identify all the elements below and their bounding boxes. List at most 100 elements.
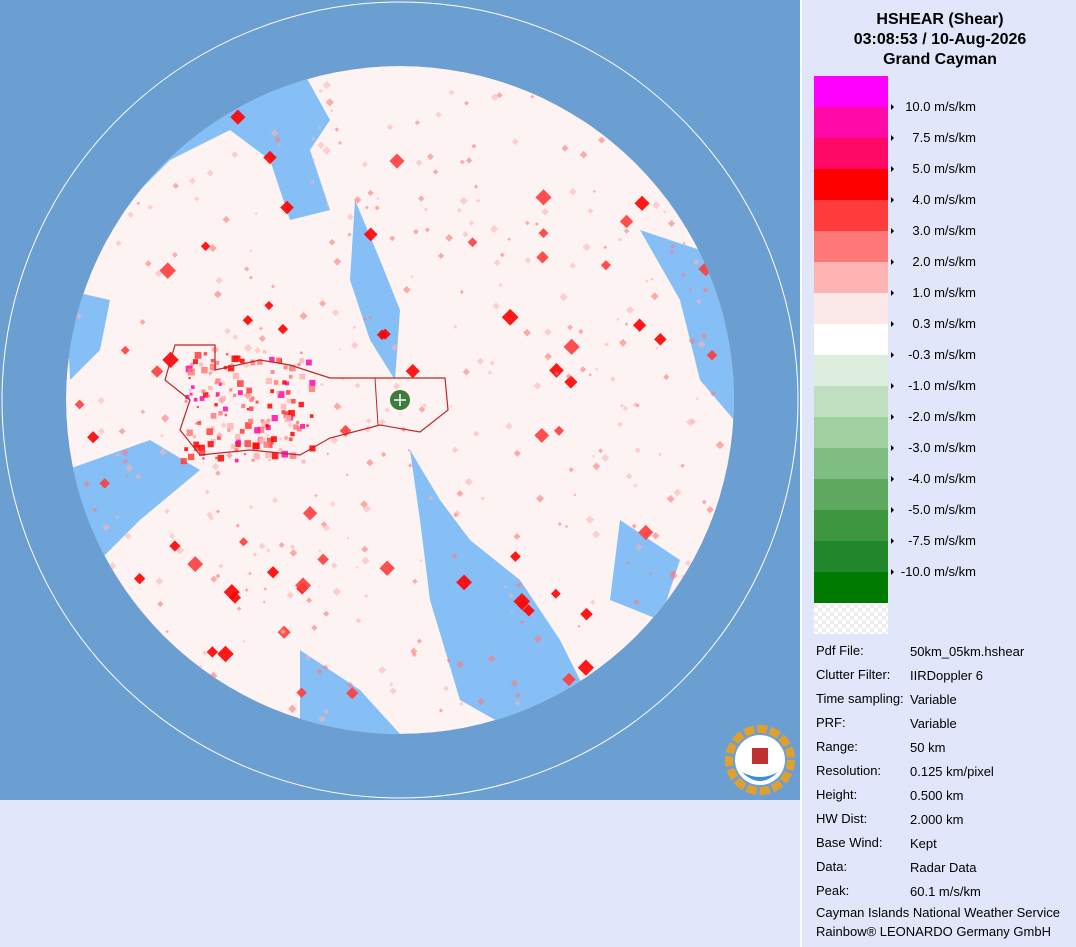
echo (262, 350, 267, 354)
echo (550, 588, 561, 599)
echo (437, 252, 445, 259)
info-label: HW Dist: (816, 811, 868, 826)
echo (83, 480, 90, 488)
legend-tick (891, 166, 894, 172)
echo (115, 514, 120, 520)
echo (276, 357, 281, 363)
echo (594, 367, 599, 371)
echo (386, 124, 394, 131)
echo (338, 348, 342, 351)
echo (476, 357, 484, 365)
echo (246, 387, 253, 394)
info-label: PRF: (816, 715, 846, 730)
echo (265, 377, 273, 385)
echo (338, 406, 343, 410)
echo (300, 351, 303, 354)
echo (277, 143, 282, 147)
info-label: Clutter Filter: (816, 667, 891, 682)
echo (268, 444, 273, 448)
product-datetime: 03:08:53 / 10-Aug-2026 (853, 31, 1027, 48)
echo (490, 93, 499, 102)
echo (193, 441, 200, 448)
echo (407, 448, 411, 452)
echo (523, 604, 535, 617)
echo (293, 424, 299, 430)
legend-nodata-swatch (814, 603, 888, 634)
legend-tick (891, 228, 894, 234)
echo (480, 496, 485, 501)
echo (535, 189, 552, 206)
echo (289, 364, 296, 372)
echo (451, 446, 459, 454)
echo (259, 326, 263, 331)
echo (296, 420, 300, 424)
echo (695, 397, 699, 401)
echo (309, 414, 314, 418)
echo (266, 437, 274, 445)
echo (215, 394, 219, 397)
echo (569, 262, 576, 269)
info-value: Kept (910, 836, 937, 851)
echo (296, 687, 307, 698)
echo (215, 392, 220, 396)
range-ring (1, 1, 799, 799)
echo (323, 610, 330, 617)
echo (242, 639, 246, 643)
echo (633, 599, 640, 606)
echo (464, 477, 474, 486)
legend-tick (891, 135, 894, 141)
echo (513, 593, 531, 610)
echo (255, 400, 259, 404)
legend-swatch (814, 479, 888, 510)
echo (333, 402, 342, 411)
echo (210, 413, 217, 419)
echo (241, 403, 246, 408)
echo (378, 418, 386, 426)
echo (184, 447, 189, 452)
echo (706, 349, 718, 361)
echo (215, 276, 223, 285)
echo (579, 366, 587, 373)
echo (456, 574, 472, 591)
echo (297, 363, 301, 367)
echo (310, 180, 315, 185)
echo (459, 159, 465, 165)
echo (224, 327, 231, 335)
info-label: Resolution: (816, 763, 882, 778)
echo (226, 452, 233, 459)
echo (301, 459, 306, 464)
echo (669, 249, 675, 255)
echo (222, 215, 230, 224)
echo (270, 389, 275, 394)
echo (565, 373, 572, 380)
radar-map (0, 0, 800, 800)
echo (651, 532, 660, 540)
echo (289, 544, 296, 550)
echo (662, 210, 667, 214)
echo (392, 382, 400, 390)
radar-site-cross (394, 394, 406, 406)
echo (263, 441, 270, 448)
echo (244, 440, 252, 447)
legend-label: 1.0 m/s/km (912, 285, 976, 300)
legend-label: -4.0 m/s/km (908, 471, 976, 486)
echo (654, 611, 658, 615)
echo (465, 157, 473, 164)
echo (189, 392, 193, 396)
info-panel: HSHEAR (Shear) 03:08:53 / 10-Aug-2026 Gr… (800, 0, 1076, 947)
echo (617, 237, 623, 242)
echo (254, 346, 261, 354)
echo (673, 488, 682, 497)
echo (271, 436, 277, 443)
echo (251, 396, 255, 400)
echo (663, 373, 670, 381)
echo (330, 436, 339, 445)
echo (361, 545, 369, 553)
echo (265, 424, 269, 428)
echo (280, 628, 286, 635)
echo (619, 338, 627, 347)
echo (467, 237, 478, 248)
echo (361, 556, 370, 565)
echo (144, 260, 152, 267)
echo (693, 259, 700, 266)
